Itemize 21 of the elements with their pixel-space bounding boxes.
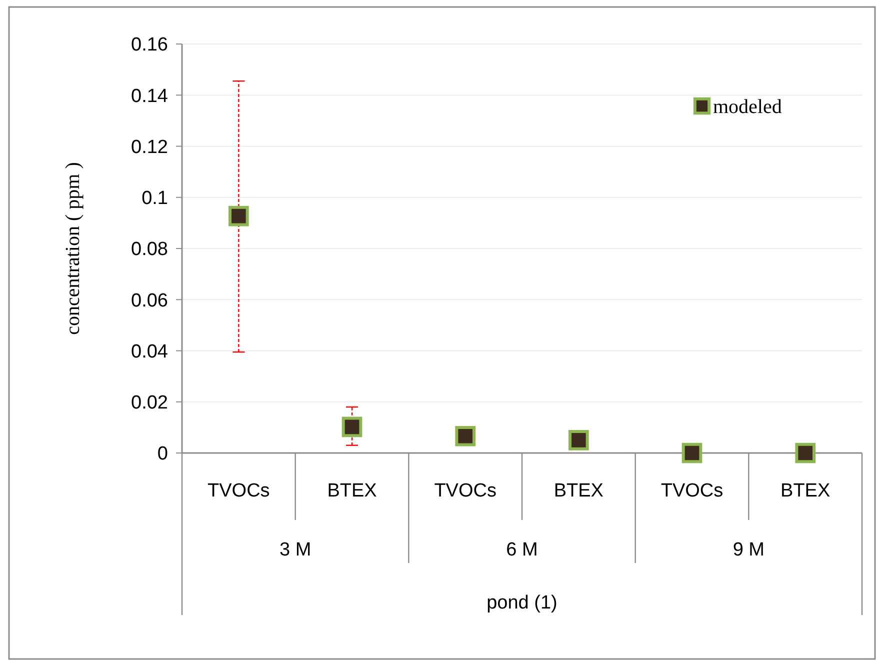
x-axis-title: pond (1) — [486, 592, 558, 614]
x-tick-label: TVOCs — [434, 480, 496, 502]
text: 6 M — [506, 540, 538, 561]
y-tick-label: 0 — [157, 444, 168, 465]
x-tick-label: BTEX — [780, 480, 830, 502]
y-tick-label: 0.16 — [131, 34, 168, 56]
x-tick-label: TVOCs — [660, 480, 724, 502]
y-tick-label: 0.14 — [131, 86, 168, 107]
x-tick-label: BTEX — [327, 480, 378, 502]
y-tick-label: 0.12 — [131, 136, 168, 158]
x-tick-label: BTEX — [554, 480, 604, 502]
y-tick-label: 0.06 — [131, 290, 168, 312]
text: 3 M — [279, 540, 312, 561]
legend-label: modeled — [713, 96, 782, 118]
y-tick-label: 0.1 — [142, 188, 168, 210]
y-tick-label: 0.04 — [131, 341, 168, 362]
y-tick-label: 0.02 — [131, 392, 168, 414]
x-tick-label: TVOCs — [208, 480, 270, 502]
text: 9 M — [732, 540, 765, 561]
y-tick-label: 0.08 — [131, 239, 168, 260]
y-axis-title: concentration ( ppm ) — [62, 162, 84, 335]
